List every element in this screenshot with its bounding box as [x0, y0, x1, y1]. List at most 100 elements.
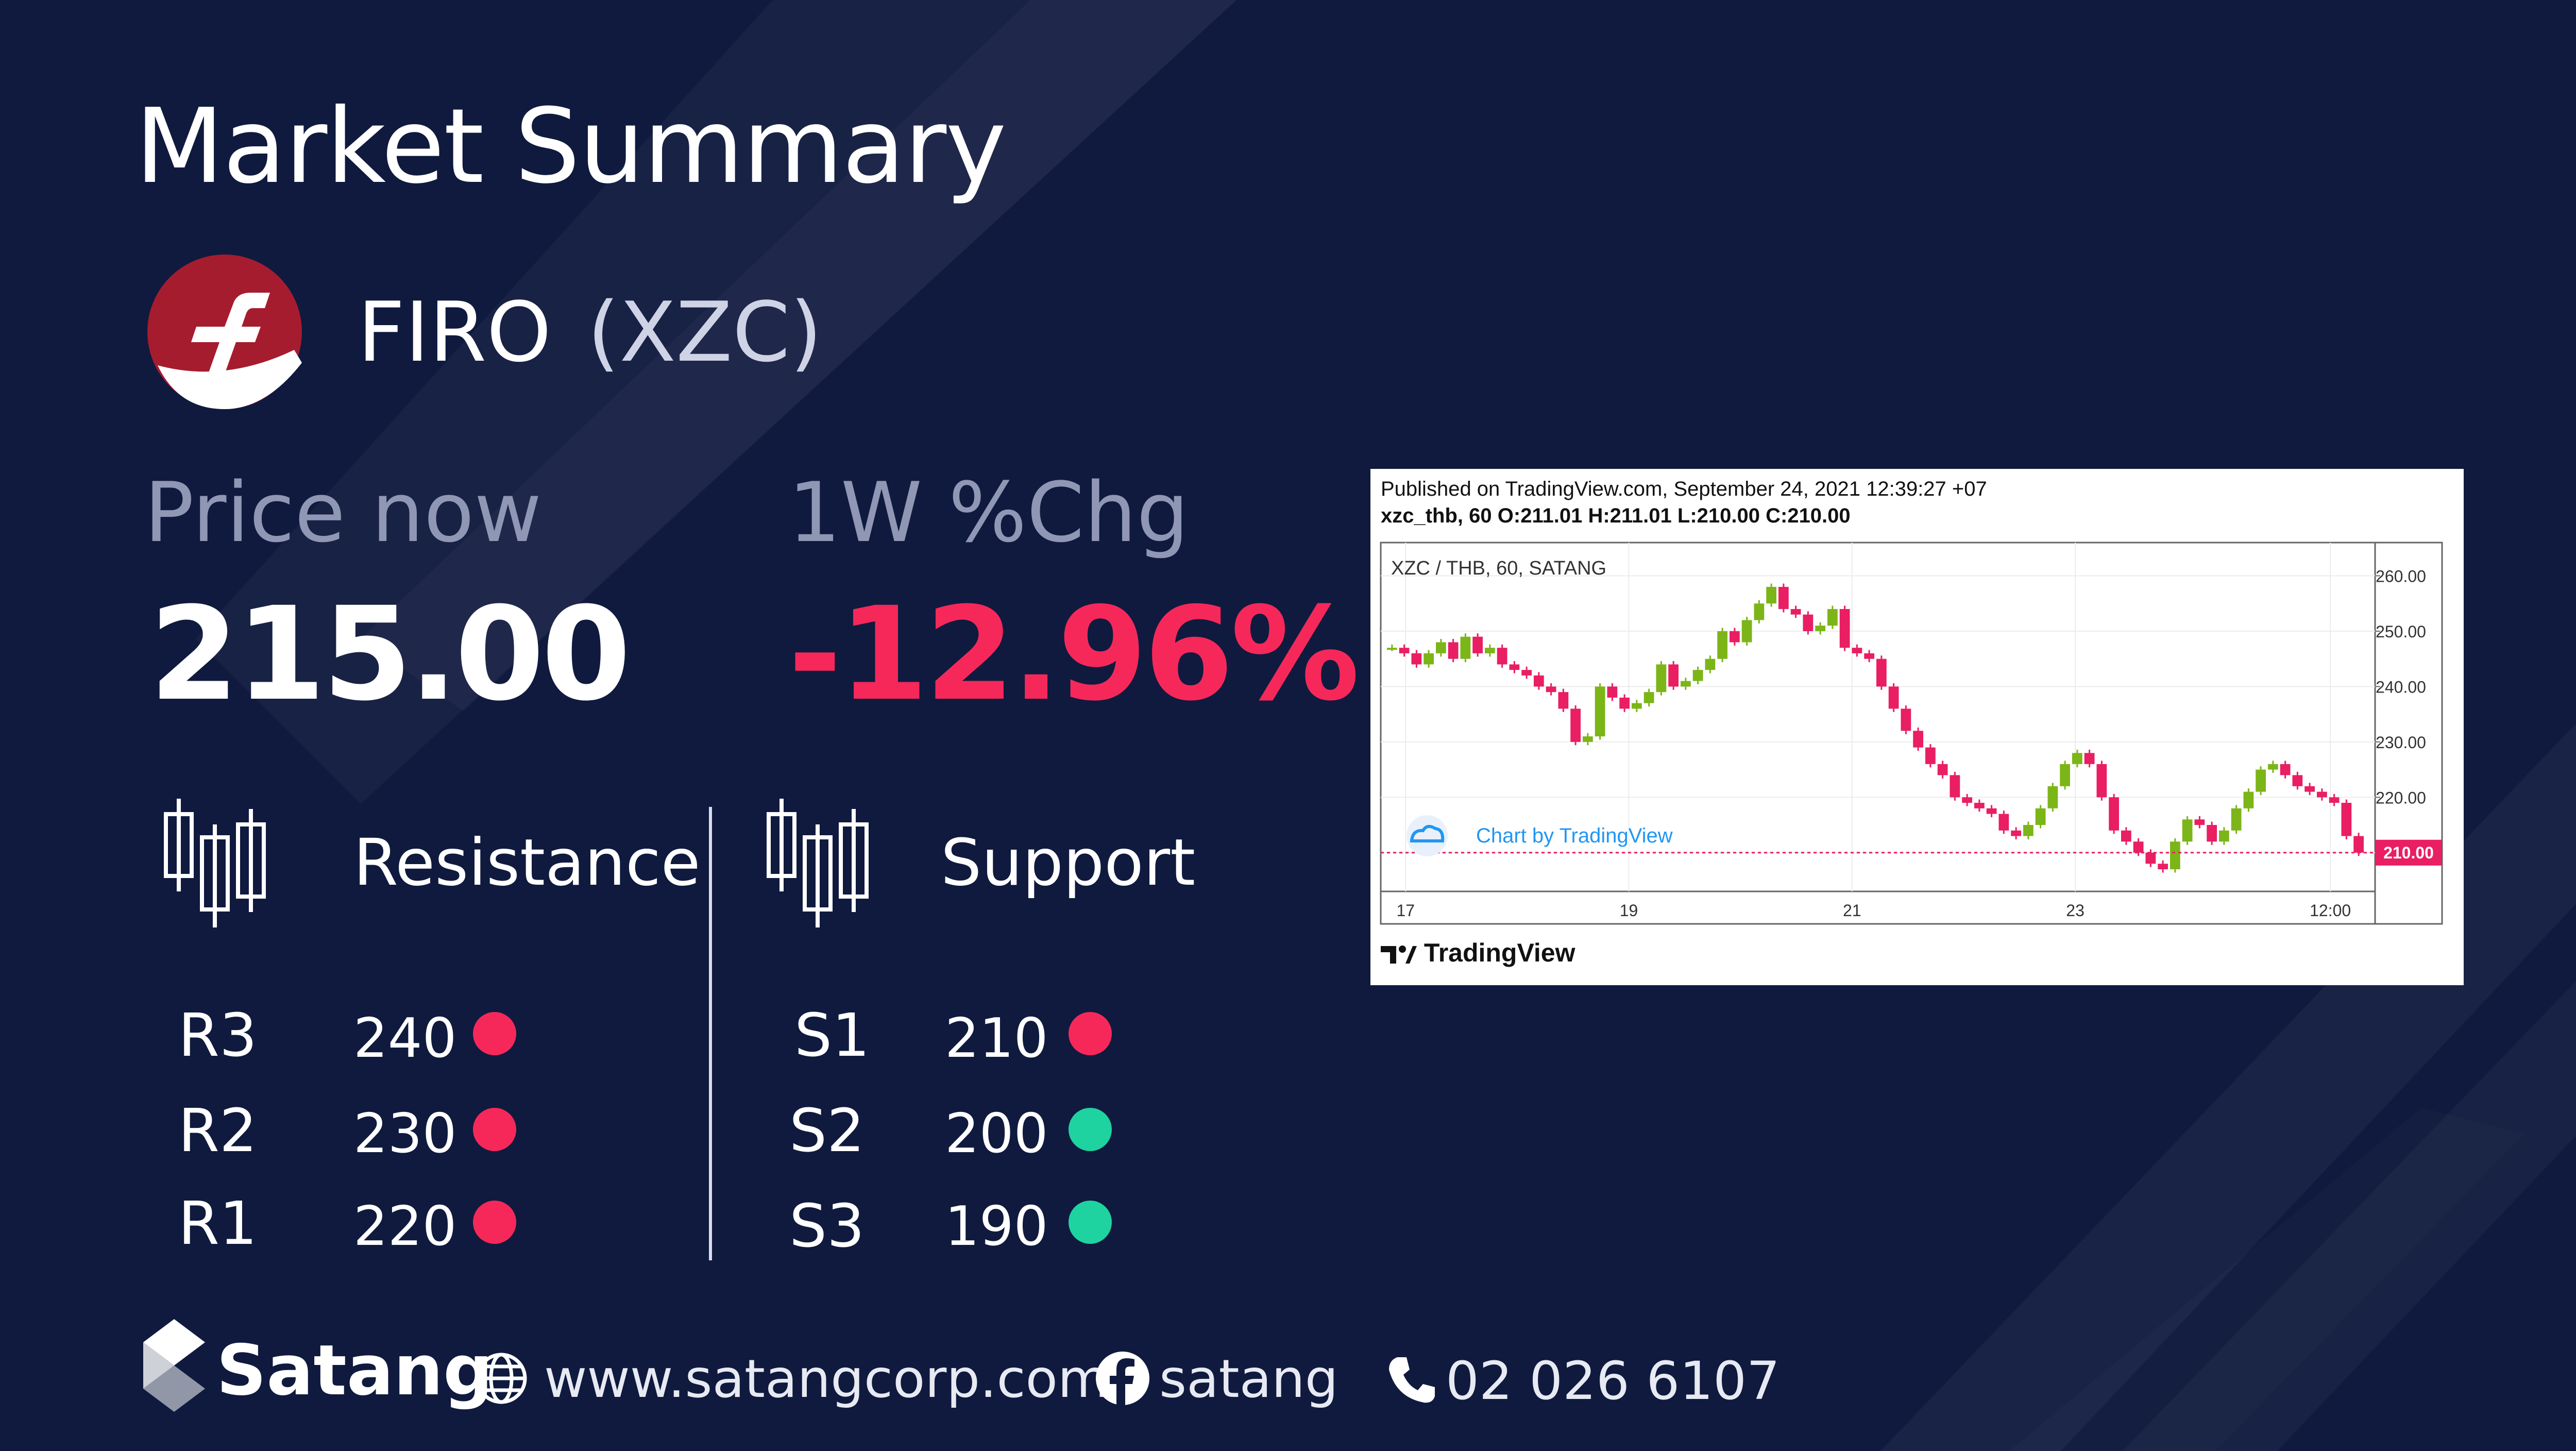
candle-body — [2121, 830, 2131, 842]
last-price-label: 210.00 — [2383, 843, 2434, 862]
satang-logo-icon — [143, 1319, 205, 1412]
resistance-r2-label: R2 — [178, 1096, 258, 1166]
candle-body — [1668, 664, 1679, 687]
candle-body — [1962, 797, 1972, 803]
candle-body — [1387, 648, 1397, 650]
candle-body — [1423, 653, 1434, 665]
candle-body — [2047, 786, 2058, 808]
x-tick-label: 19 — [1620, 901, 1638, 920]
candle-body — [1705, 659, 1716, 670]
candle-body — [1888, 686, 1899, 709]
candle-body — [2035, 808, 2046, 825]
candle-body — [1521, 670, 1532, 676]
candle-body — [1619, 697, 1630, 709]
price-chart: 260.00 250.00 240.00 230.00 220.00 17 19 21 23 1… — [1380, 542, 2443, 925]
candle-body — [1534, 675, 1544, 687]
candle-body — [1497, 648, 1507, 665]
footer-website-link[interactable]: www.satangcorp.com — [544, 1348, 1109, 1410]
candle-body — [2317, 791, 2327, 798]
footer-brand: Satang — [216, 1330, 493, 1411]
candle-body — [2329, 797, 2340, 803]
candle-body — [2243, 791, 2254, 808]
candle-body — [1607, 686, 1618, 698]
candle-body — [2341, 803, 2352, 836]
candle-body — [2084, 753, 2095, 764]
candle-body — [2145, 852, 2156, 864]
last-price-tag — [2375, 839, 2442, 866]
candle-body — [1643, 692, 1654, 703]
candlestick-support-icon — [767, 799, 869, 927]
candle-body — [1913, 731, 1923, 748]
candle-body — [2292, 775, 2303, 786]
candle-body — [2133, 841, 2144, 853]
resistance-r3-value: 240 — [353, 1007, 457, 1070]
candle-body — [1717, 631, 1727, 659]
status-dot-r3 — [473, 1012, 516, 1055]
y-tick-label: 240.00 — [2376, 678, 2426, 696]
footer-facebook-link[interactable]: satang — [1159, 1348, 1338, 1410]
candle-body — [1925, 747, 1936, 764]
candle-body — [2231, 808, 2242, 831]
candle-body — [2219, 830, 2229, 842]
status-dot-r1 — [473, 1201, 516, 1244]
globe-icon — [476, 1353, 527, 1404]
price-now-value: 215.00 — [149, 579, 631, 729]
candle-body — [2109, 797, 2119, 831]
candle-body — [1730, 631, 1740, 643]
firo-logo-icon — [147, 255, 302, 409]
candle-body — [1754, 603, 1765, 620]
x-tick-label: 12:00 — [2310, 901, 2351, 920]
weekly-change-value: -12.96% — [788, 579, 1360, 729]
candle-body — [2207, 825, 2217, 842]
candle-body — [1741, 620, 1752, 643]
candle-body — [2353, 836, 2364, 853]
candle-body — [1558, 692, 1569, 709]
candle-body — [1436, 642, 1446, 653]
candle-body — [1827, 609, 1838, 626]
candle-body — [1632, 703, 1642, 709]
candle-body — [1998, 814, 2009, 831]
y-tick-label: 250.00 — [2376, 622, 2426, 641]
tradingview-cloud-icon — [1406, 815, 1448, 856]
support-title: Support — [941, 825, 1196, 900]
candle-body — [1815, 626, 1825, 631]
support-s3-label: S3 — [789, 1192, 865, 1261]
candle-body — [1656, 664, 1667, 693]
candle-body — [1472, 636, 1483, 653]
facebook-icon — [1096, 1352, 1149, 1406]
candle-body — [2304, 786, 2315, 792]
support-s3-value: 190 — [945, 1195, 1048, 1258]
support-s1-label: S1 — [794, 1001, 870, 1070]
candle-body — [2011, 830, 2021, 836]
y-tick-label: 220.00 — [2376, 788, 2426, 807]
resistance-r1-value: 220 — [353, 1195, 457, 1258]
candle-body — [2182, 819, 2193, 842]
candle-body — [1583, 736, 1593, 742]
candle-body — [2023, 825, 2033, 836]
chart-frame — [1380, 542, 2443, 925]
footer-phone[interactable]: 02 026 6107 — [1446, 1351, 1780, 1412]
candle-body — [1950, 775, 1960, 798]
tradingview-logo-icon — [1381, 945, 1417, 964]
candle-body — [1937, 764, 1948, 775]
candle-body — [2158, 864, 2168, 870]
candle-body — [1485, 648, 1495, 653]
candle-body — [1803, 614, 1814, 631]
candle-body — [1595, 686, 1605, 737]
phone-icon — [1389, 1357, 1435, 1403]
candle-body — [1864, 653, 1874, 659]
status-dot-s3 — [1069, 1201, 1112, 1244]
status-dot-s2 — [1069, 1108, 1112, 1151]
candle-body — [1570, 708, 1581, 742]
x-tick-label: 23 — [2066, 901, 2084, 920]
candle-body — [1839, 609, 1850, 648]
resistance-r1-label: R1 — [178, 1189, 258, 1258]
candle-body — [2060, 764, 2070, 786]
candle-body — [1778, 586, 1789, 609]
resistance-title: Resistance — [353, 825, 701, 900]
candle-body — [2194, 819, 2205, 825]
tradingview-footer-text: TradingView — [1423, 938, 1575, 967]
candlestick-resistance-icon — [164, 799, 266, 927]
x-tick-label: 17 — [1396, 901, 1415, 920]
chart-published-info: Published on TradingView.com, September … — [1381, 478, 1987, 500]
